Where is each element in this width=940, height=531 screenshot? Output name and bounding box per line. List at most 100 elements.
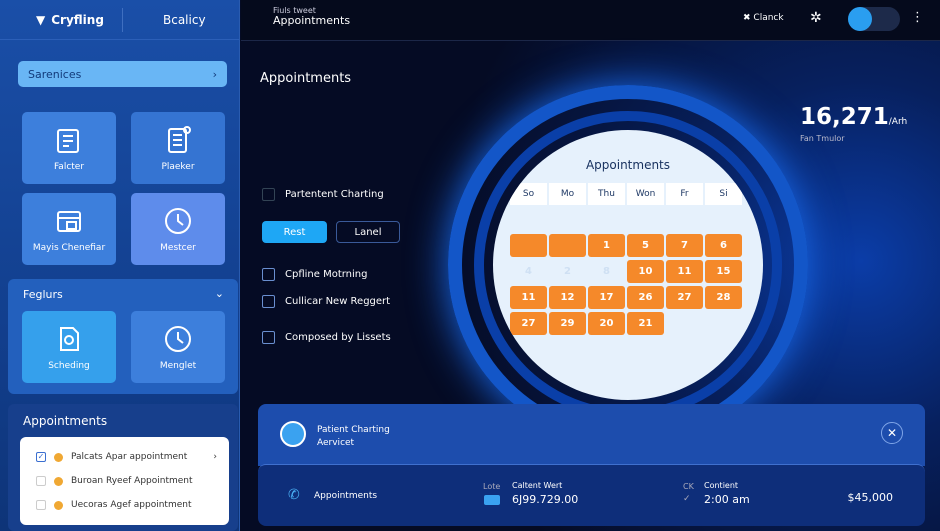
checkbox[interactable]	[262, 188, 275, 201]
appointments-section: Appointments ✓ Palcats Apar appointment › …	[8, 404, 238, 531]
tile-label: Scheding	[48, 361, 90, 371]
calendar-day[interactable]	[510, 208, 547, 231]
status-dot-icon	[54, 476, 63, 486]
calendar-day[interactable]: 29	[549, 312, 586, 335]
document-icon	[168, 126, 191, 153]
clock-icon	[165, 208, 191, 234]
tile-label: Plaeker	[161, 162, 195, 172]
calendar-day[interactable]: 21	[627, 312, 664, 335]
calendar-day[interactable]	[588, 208, 625, 231]
calendar-day[interactable]: 4	[525, 266, 532, 277]
calendar-day[interactable]: 12	[549, 286, 586, 309]
patient-sub: Aervicet	[317, 438, 355, 448]
checkbox-checked[interactable]: ✓	[36, 452, 46, 462]
cancel-button[interactable]: Lanel	[336, 221, 400, 243]
avatar	[848, 7, 872, 31]
item-label: Buroan Ryeef Appointment	[71, 476, 193, 486]
col1-value: 6J99.729.00	[512, 493, 579, 506]
tile-label: Falcter	[53, 162, 85, 172]
calendar-day[interactable]: 28	[705, 286, 742, 309]
header-title: Appointments	[273, 14, 351, 27]
card-icon	[484, 495, 500, 505]
calendar-day[interactable]	[705, 208, 742, 231]
calendar-day[interactable]: 6	[705, 234, 742, 257]
clock-icon	[165, 326, 191, 352]
tile-calendar[interactable]: Mayis Chenefiar	[22, 193, 116, 265]
rest-button[interactable]: Rest	[262, 221, 327, 243]
calendar-day[interactable]	[549, 234, 586, 257]
tile-clock[interactable]: Mestcer	[131, 193, 225, 265]
services-button[interactable]: Sarenices ›	[18, 61, 227, 87]
col1-head: Caltent Wert	[512, 481, 563, 490]
calendar-day[interactable]: 20	[588, 312, 625, 335]
checkbox[interactable]	[36, 476, 46, 486]
page-title: Appointments	[260, 71, 352, 86]
calendar-day[interactable]: 27	[510, 312, 547, 335]
appointments-title: Appointments	[23, 414, 108, 428]
list-item[interactable]: Buroan Ryeef Appointment	[20, 469, 229, 493]
calendar-day[interactable]: 7	[666, 234, 703, 257]
check-button[interactable]: ✖ Clanck	[743, 13, 784, 23]
chevron-down-icon[interactable]: ⌄	[214, 287, 224, 300]
checkbox[interactable]	[262, 295, 275, 308]
gear-icon[interactable]: ✲	[810, 10, 822, 26]
stat-unit: /Arh	[888, 117, 908, 127]
profile-toggle[interactable]	[848, 7, 900, 31]
calendar-day[interactable]	[666, 312, 703, 335]
tile-clipboard[interactable]: Falcter	[22, 112, 116, 184]
checkbox[interactable]	[36, 500, 46, 510]
calendar-day[interactable]	[705, 312, 742, 335]
more-icon[interactable]: ⋮	[911, 10, 924, 25]
calendar-day[interactable]: 8	[603, 266, 610, 277]
sidebar-tab[interactable]: Bcalicy	[163, 12, 206, 27]
brand-name: Cryfling	[51, 12, 104, 27]
list-item[interactable]: Uecoras Agef appointment	[20, 493, 229, 517]
tile-manager[interactable]: Menglet	[131, 311, 225, 383]
tile-document[interactable]: Plaeker	[131, 112, 225, 184]
brand-logo[interactable]: ▼ Cryfling	[36, 13, 122, 27]
chevron-right-icon: ›	[213, 452, 217, 462]
option-item[interactable]: Composed by Lissets	[262, 331, 391, 344]
calendar-day[interactable]: 26	[627, 286, 664, 309]
calendar-day[interactable]: 5	[627, 234, 664, 257]
checkbox-charting[interactable]: Partentent Charting	[262, 188, 384, 201]
checkbox[interactable]	[262, 331, 275, 344]
calendar-day[interactable]	[627, 208, 664, 231]
close-icon[interactable]: ✕	[881, 422, 903, 444]
patient-name: Patient Charting	[317, 425, 390, 435]
check-label: Clanck	[753, 13, 784, 23]
stat-label: Fan Tmulor	[800, 134, 845, 143]
calendar-day[interactable]: 11	[510, 286, 547, 309]
status-dot-icon	[54, 500, 63, 510]
calendar-day[interactable]	[666, 208, 703, 231]
calendar-day[interactable]: 27	[666, 286, 703, 309]
phone-icon: ✆	[288, 487, 300, 503]
calendar-day[interactable]: 11	[666, 260, 703, 283]
option-item[interactable]: Cullicar New Reggert	[262, 295, 390, 308]
item-label: Palcats Apar appointment	[71, 452, 188, 462]
col2-value: 2:00 am	[704, 493, 750, 506]
calendar-grid: So Mo Thu Won Fr Si 1 5 7 6 4 2 8 10 11 15 11 12 17 26 27 28 2…	[510, 183, 742, 335]
stat-number: 16,271	[800, 104, 889, 130]
col1-label: Lote	[483, 482, 501, 491]
item-label: Uecoras Agef appointment	[71, 500, 192, 510]
tile-scheduling[interactable]: Scheding	[22, 311, 116, 383]
calendar: Appointments So Mo Thu Won Fr Si 1 5 7 6 4 2 8 10 11 15…	[493, 130, 763, 400]
calendar-day[interactable]	[549, 208, 586, 231]
calendar-day[interactable]: 10	[627, 260, 664, 283]
checkbox[interactable]	[262, 268, 275, 281]
weekday-header: Mo	[549, 183, 586, 205]
calendar-day[interactable]: 1	[588, 234, 625, 257]
col2-head: Contient	[704, 481, 739, 490]
calendar-day[interactable]: 17	[588, 286, 625, 309]
calendar-day[interactable]: 15	[705, 260, 742, 283]
calendar-day[interactable]: 2	[564, 266, 571, 277]
tile-label: Menglet	[159, 361, 197, 371]
amount: $45,000	[847, 491, 894, 504]
option-item[interactable]: Cpfline Motrning	[262, 268, 367, 281]
calendar-day[interactable]	[510, 234, 547, 257]
list-item[interactable]: ✓ Palcats Apar appointment ›	[20, 445, 229, 469]
stat-value: 16,271/Arh	[800, 104, 907, 130]
chevron-right-icon: ›	[212, 67, 217, 81]
appointments-list: ✓ Palcats Apar appointment › Buroan Ryeef …	[20, 437, 229, 525]
